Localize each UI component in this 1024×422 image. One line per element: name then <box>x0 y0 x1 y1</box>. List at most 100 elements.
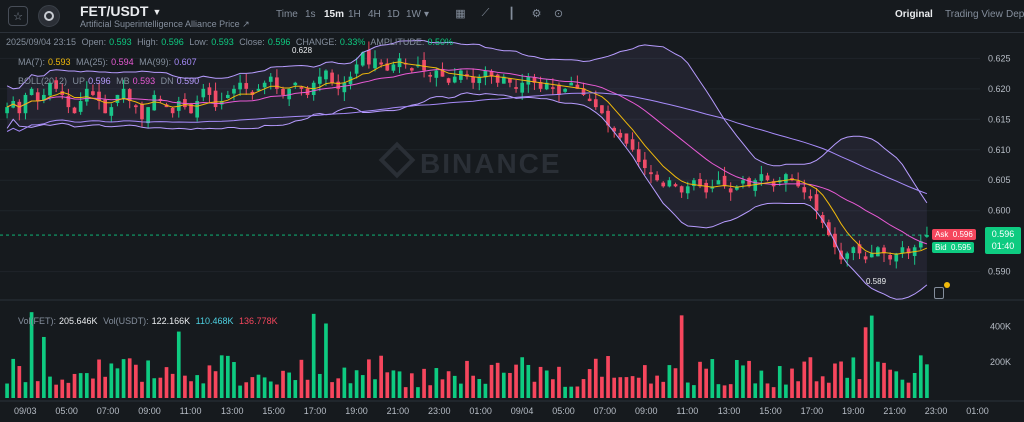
volume-bar <box>428 385 433 398</box>
ma99-value: 0.607 <box>174 57 197 67</box>
low-value: 0.593 <box>211 37 234 47</box>
candle-body <box>900 247 905 253</box>
open-value: 0.593 <box>109 37 132 47</box>
volume-bar <box>624 377 629 398</box>
amplitude-value: 0.50% <box>427 37 453 47</box>
volume-bar <box>722 385 727 398</box>
candle-body <box>379 62 383 65</box>
candle-body <box>275 77 279 89</box>
candle-body <box>593 99 598 108</box>
volume-bar <box>11 358 16 398</box>
volume-bar <box>551 379 555 398</box>
candle-body <box>219 101 224 105</box>
volume-bar <box>538 366 543 398</box>
time-axis-label: 13:00 <box>718 406 741 416</box>
time-axis-label: 01:00 <box>469 406 492 416</box>
ask-tag: Ask 0.596 <box>932 229 976 240</box>
volume-bar <box>679 315 684 398</box>
candle-body <box>452 76 457 83</box>
tab-1d[interactable]: 1D <box>387 9 400 20</box>
candle-body <box>667 180 672 187</box>
volume-bar <box>704 368 709 398</box>
volume-bar <box>238 385 242 398</box>
candle-body <box>207 87 212 95</box>
calculator-icon[interactable] <box>934 287 944 299</box>
time-axis-label: 19:00 <box>345 406 368 416</box>
candle-body <box>336 81 341 89</box>
candle-body <box>808 196 813 199</box>
volume-bar <box>900 379 905 398</box>
tab-1s[interactable]: 1s <box>305 9 316 20</box>
candle-body <box>814 194 819 211</box>
candle-body <box>569 82 574 86</box>
tab-4h[interactable]: 4H <box>368 9 381 20</box>
volume-bar <box>685 382 690 398</box>
view-depth[interactable]: Depth <box>1006 9 1024 20</box>
view-trading-view[interactable]: Trading View <box>945 9 1003 20</box>
candle-body <box>72 107 77 114</box>
tab-1h[interactable]: 1H <box>348 9 361 20</box>
more-timeframes-chevron-icon[interactable]: ▾ <box>424 9 430 20</box>
low-marker: 0.589 <box>866 277 887 286</box>
candle-body <box>918 241 923 248</box>
candle-body <box>869 253 874 258</box>
candle-body <box>649 172 653 175</box>
tab-1w[interactable]: 1W <box>406 9 421 20</box>
indicator-icon[interactable]: ▦ <box>455 8 466 20</box>
top-bar: ☆ FET/USDT ▼ Artificial Superintelligence… <box>0 0 1024 33</box>
candle-body <box>759 174 764 181</box>
candle-body <box>48 82 52 96</box>
time-axis-label: 05:00 <box>55 406 78 416</box>
pair-subtitle: Artificial Superintelligence Alliance Pr… <box>80 19 250 29</box>
volume-bar <box>673 368 678 398</box>
volume-bar <box>882 362 886 398</box>
favorite-star-icon[interactable]: ☆ <box>8 6 28 26</box>
candle-body <box>826 222 831 236</box>
volume-bar <box>863 327 868 398</box>
pair-selector[interactable]: FET/USDT ▼ <box>80 3 161 19</box>
candle-body <box>42 94 46 101</box>
volume-bar <box>796 381 800 398</box>
candle-body <box>29 88 34 96</box>
candle-icon[interactable]: ┃ <box>508 8 515 20</box>
external-link-icon[interactable]: ↗ <box>242 19 250 29</box>
volume-bar <box>569 386 574 398</box>
volume-bar <box>520 357 525 398</box>
settings-icon[interactable]: ⚙ <box>531 8 542 20</box>
compare-icon[interactable]: ⊙ <box>553 8 564 20</box>
volume-bar <box>35 381 40 398</box>
volume-bar <box>820 376 825 398</box>
candle-body <box>317 76 322 84</box>
close-value: 0.596 <box>267 37 291 47</box>
candle-body <box>704 182 709 193</box>
candle-body <box>728 188 733 193</box>
volume-bar <box>563 386 567 398</box>
candle-body <box>84 88 89 102</box>
volume-bar <box>403 387 408 398</box>
candle-body <box>232 88 236 94</box>
price-axis-label: 0.610 <box>988 145 1011 155</box>
candle-body <box>78 101 83 112</box>
candle-body <box>299 87 304 89</box>
tab-time[interactable]: Time <box>276 9 298 20</box>
view-original[interactable]: Original <box>895 9 933 20</box>
time-axis-label: 07:00 <box>97 406 120 416</box>
candle-body <box>428 74 433 77</box>
candle-body <box>784 174 788 183</box>
time-axis-label: 11:00 <box>180 406 202 416</box>
candle-body <box>201 88 206 98</box>
chart-type-icon[interactable]: ⟋ <box>481 7 490 19</box>
candle-body <box>146 107 150 124</box>
candle-body <box>685 186 690 194</box>
volume-bar <box>593 358 598 398</box>
bollinger-band-fill <box>7 40 927 300</box>
coin-logo-icon <box>38 5 60 27</box>
volume-bar <box>734 359 739 398</box>
candle-body <box>360 52 365 66</box>
candle-body <box>66 95 71 108</box>
volume-bar <box>692 385 696 398</box>
tab-15m[interactable]: 15m <box>324 9 345 20</box>
volume-bar <box>84 373 89 398</box>
volume-bar <box>293 380 298 398</box>
